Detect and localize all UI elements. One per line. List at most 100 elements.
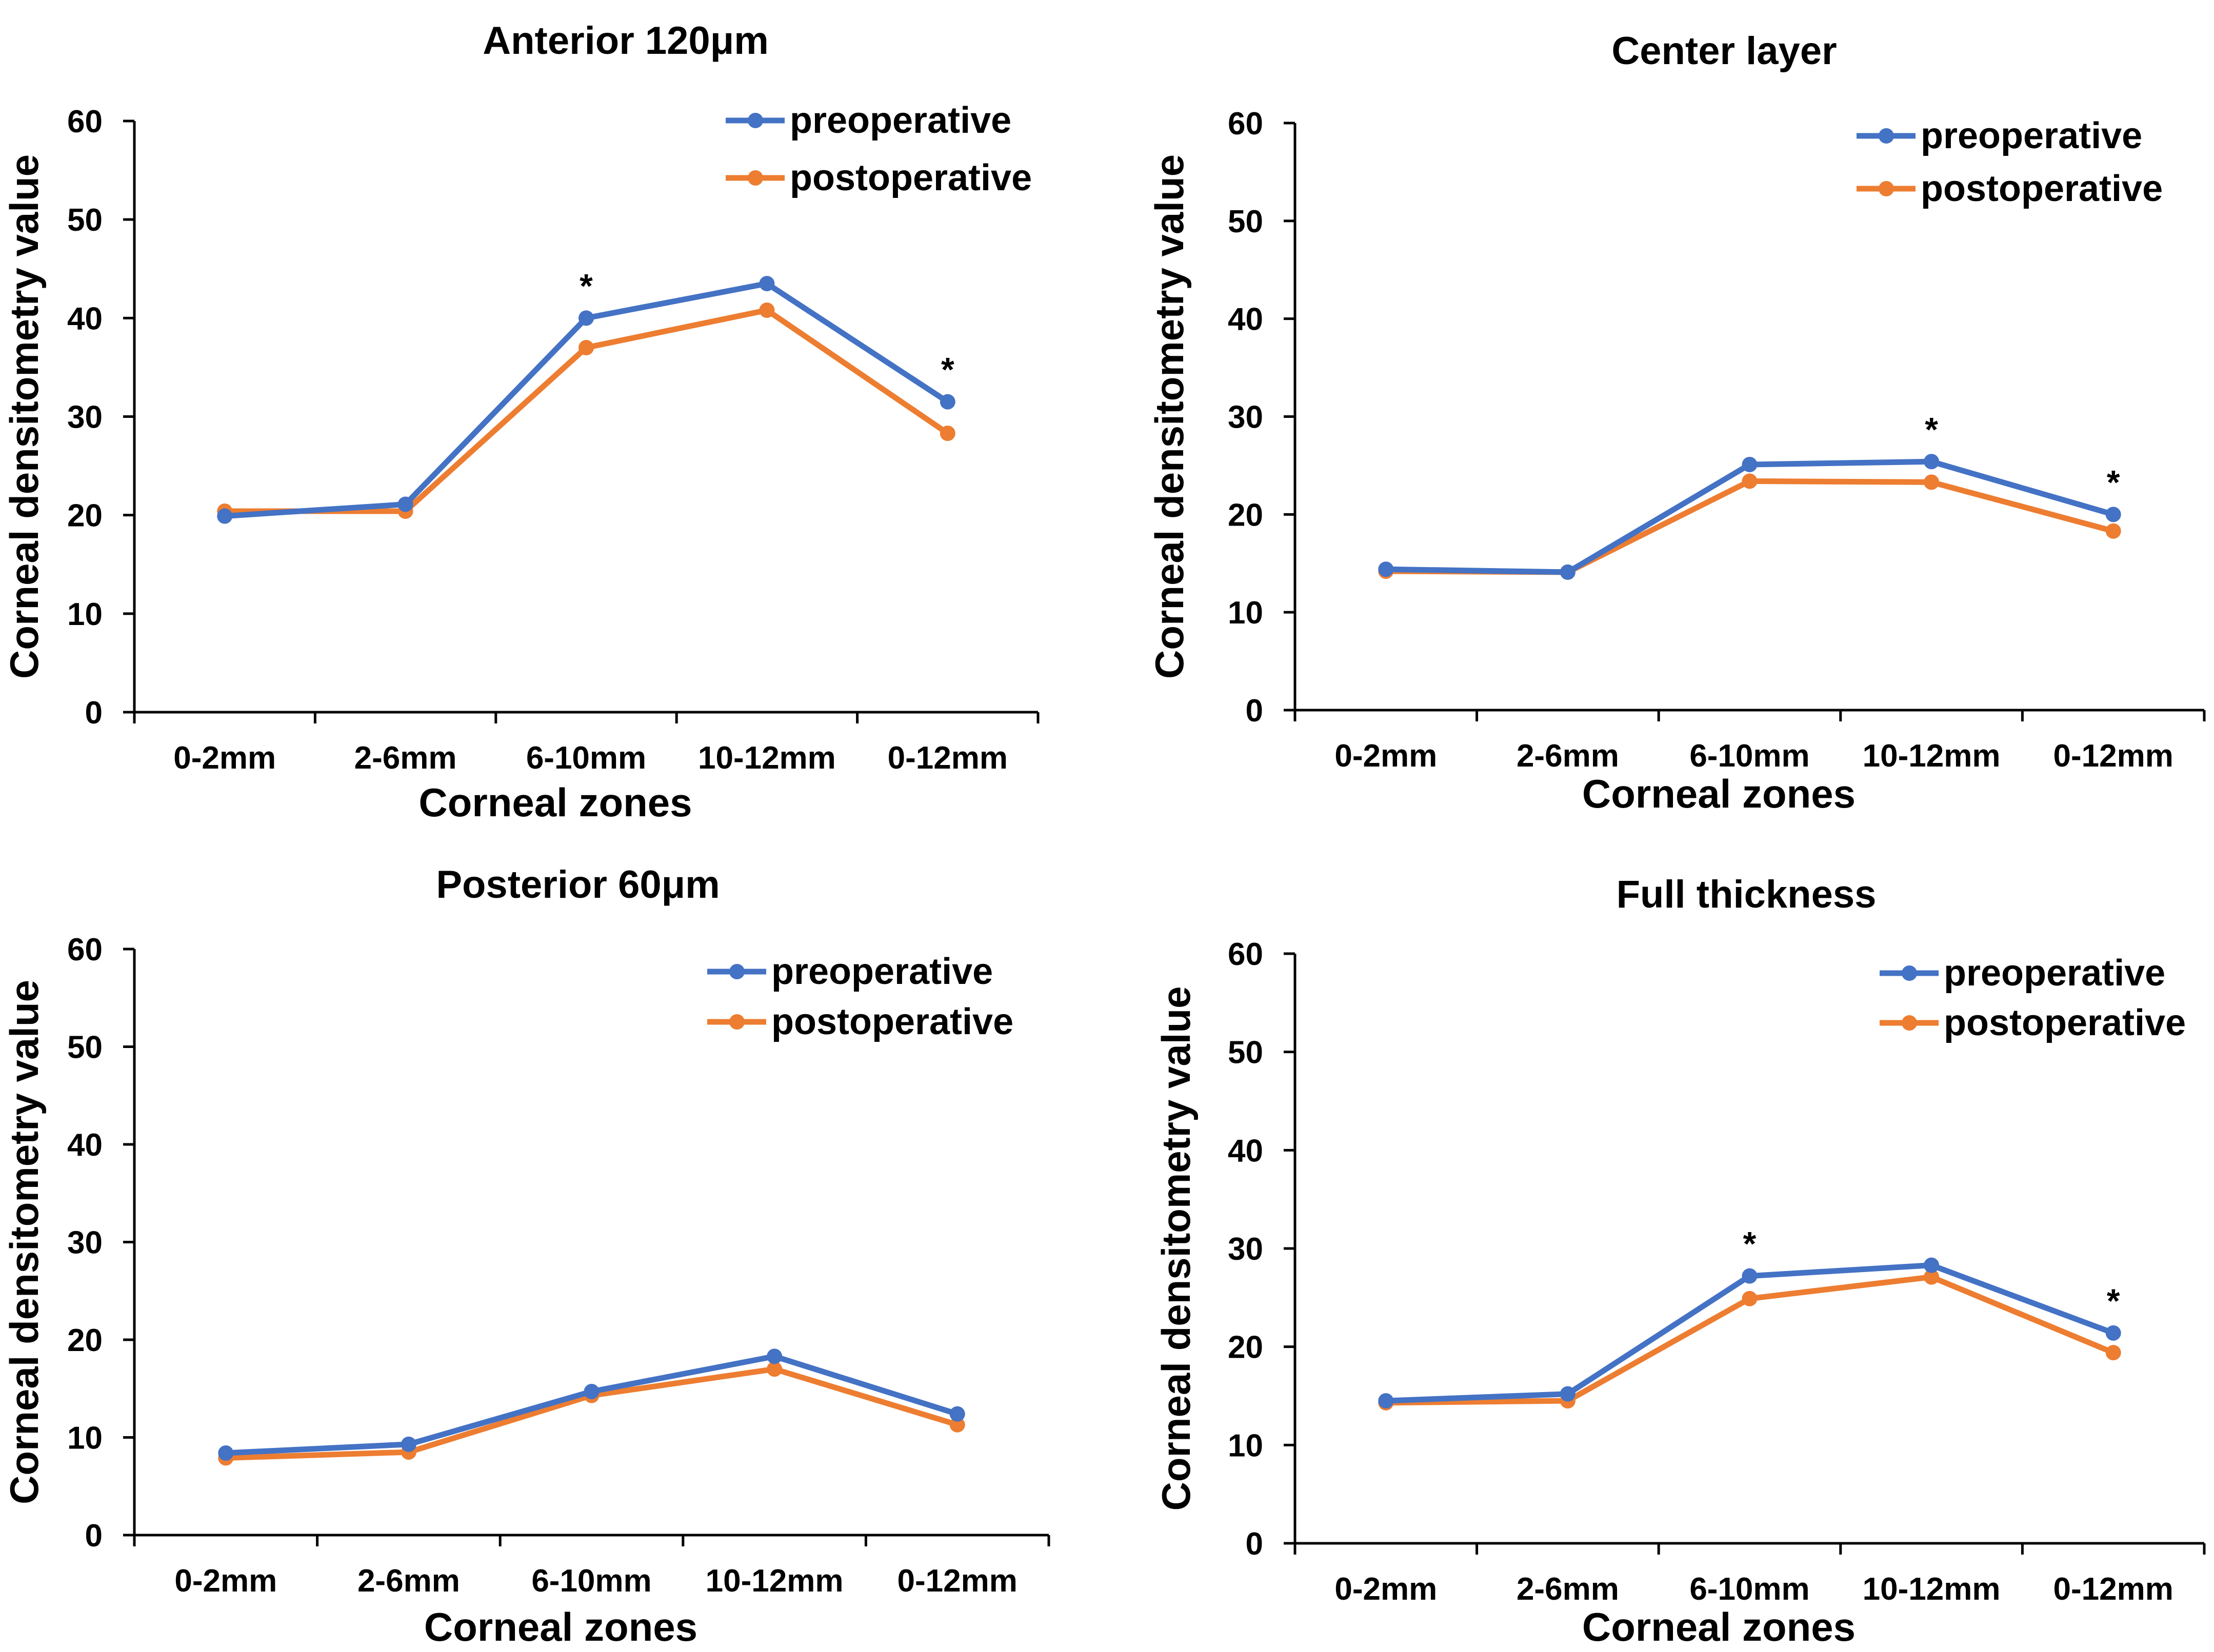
y-tick-label: 0 — [85, 1518, 103, 1554]
y-tick-label: 20 — [1228, 497, 1263, 533]
y-tick-label: 60 — [67, 104, 103, 139]
y-tick-label: 0 — [85, 695, 103, 731]
data-point-preoperative — [1560, 564, 1575, 580]
data-point-postoperative — [759, 302, 775, 318]
legend-marker-postoperative — [1902, 1015, 1917, 1031]
data-point-postoperative — [1742, 1291, 1758, 1306]
y-tick-label: 50 — [1228, 204, 1263, 239]
data-point-preoperative — [579, 310, 594, 326]
legend-marker-preoperative — [748, 113, 763, 128]
x-tick-label: 2-6mm — [357, 1563, 460, 1599]
data-point-preoperative — [940, 394, 955, 410]
data-point-preoperative — [217, 508, 233, 524]
y-tick-label: 10 — [1228, 1428, 1263, 1463]
x-tick-label: 6-10mm — [526, 740, 646, 776]
y-axis-title: Corneal densitometry value — [1147, 154, 1192, 679]
y-tick-label: 20 — [67, 1323, 103, 1358]
legend-label-postoperative: postoperative — [790, 157, 1032, 198]
data-point-postoperative — [579, 339, 594, 355]
data-point-preoperative — [584, 1383, 600, 1399]
data-point-preoperative — [401, 1436, 416, 1452]
data-point-postoperative — [1924, 1269, 1940, 1285]
chart-title: Full thickness — [1617, 873, 1877, 916]
data-point-postoperative — [940, 426, 955, 441]
data-point-postoperative — [1924, 474, 1940, 490]
y-axis-title: Corneal densitometry value — [2, 154, 47, 679]
series-line-preoperative — [1386, 1262, 2115, 1404]
significance-marker: * — [2107, 1282, 2120, 1320]
x-tick-label: 10-12mm — [706, 1563, 844, 1599]
significance-marker: * — [1743, 1225, 1757, 1263]
y-tick-label: 40 — [67, 301, 103, 336]
x-tick-label: 0-2mm — [1334, 738, 1437, 774]
series-line-preoperative — [226, 1353, 959, 1456]
x-tick-label: 0-12mm — [2053, 1572, 2173, 1607]
y-tick-label: 60 — [67, 932, 103, 968]
y-axis-title: Corneal densitometry value — [1153, 986, 1199, 1511]
chart-panel-4: Full thickness 0 10 20 30 40 50 60 0-2mm 2-6mm 6-1… — [1153, 873, 2206, 1649]
x-tick-label: 6-10mm — [1689, 738, 1809, 774]
data-point-preoperative — [1924, 1257, 1940, 1273]
significance-marker: * — [941, 351, 954, 389]
legend-label-preoperative: preoperative — [771, 951, 993, 992]
x-tick-label: 0-12mm — [888, 740, 1008, 776]
significance-marker: * — [1925, 410, 1938, 448]
data-point-preoperative — [1378, 1393, 1394, 1409]
x-tick-label: 0-12mm — [897, 1563, 1018, 1599]
x-tick-label: 2-6mm — [1517, 1572, 1619, 1607]
x-tick-label: 0-2mm — [173, 740, 276, 776]
data-point-postoperative — [767, 1361, 783, 1377]
chart-title: Anterior 120μm — [483, 19, 769, 63]
y-tick-label: 50 — [1228, 1035, 1263, 1071]
legend-label-preoperative: preoperative — [1944, 953, 2165, 994]
y-tick-label: 60 — [1228, 937, 1263, 972]
data-point-preoperative — [1378, 561, 1394, 577]
x-tick-label: 0-2mm — [174, 1563, 277, 1599]
legend-label-postoperative: postoperative — [771, 1001, 1013, 1042]
data-point-preoperative — [1924, 454, 1940, 470]
chart-panel-1: Anterior 120μm 0 10 20 30 40 50 60 0-2mm 2-6mm 6-1… — [2, 19, 1040, 825]
data-point-preoperative — [1742, 1268, 1758, 1284]
y-tick-label: 20 — [67, 498, 103, 534]
x-axis-title: Corneal zones — [418, 780, 692, 825]
y-tick-label: 30 — [1228, 1232, 1263, 1267]
y-tick-label: 40 — [67, 1127, 103, 1163]
x-axis-title: Corneal zones — [424, 1604, 697, 1649]
y-tick-label: 30 — [67, 400, 103, 435]
x-tick-label: 10-12mm — [1863, 1572, 2001, 1607]
chart-panel-3: Posterior 60μm 0 10 20 30 40 50 60 0-2mm 2-6mm 6-1… — [2, 863, 1050, 1649]
data-point-postoperative — [1742, 473, 1758, 489]
y-tick-label: 50 — [67, 1030, 103, 1065]
x-tick-label: 0-12mm — [2053, 738, 2173, 774]
x-tick-label: 2-6mm — [354, 740, 457, 776]
x-tick-label: 6-10mm — [531, 1563, 651, 1599]
data-point-preoperative — [2105, 1325, 2121, 1341]
x-tick-label: 10-12mm — [698, 740, 836, 776]
y-tick-label: 0 — [1246, 693, 1263, 729]
x-tick-label: 10-12mm — [1863, 738, 2001, 774]
legend-marker-postoperative — [729, 1014, 745, 1030]
x-tick-label: 0-2mm — [1334, 1572, 1437, 1607]
y-tick-label: 40 — [1228, 302, 1263, 337]
chart-title: Center layer — [1611, 29, 1837, 73]
y-tick-label: 20 — [1228, 1330, 1263, 1365]
chart-title: Posterior 60μm — [436, 863, 720, 906]
data-point-postoperative — [949, 1417, 965, 1433]
y-tick-label: 40 — [1228, 1133, 1263, 1169]
data-point-postoperative — [2105, 523, 2121, 539]
y-tick-label: 10 — [1228, 595, 1263, 631]
legend-marker-preoperative — [729, 964, 745, 979]
data-point-preoperative — [2105, 507, 2121, 522]
data-point-preoperative — [949, 1406, 965, 1422]
y-tick-label: 10 — [67, 597, 103, 632]
data-point-preoperative — [1560, 1386, 1575, 1402]
significance-marker: * — [2107, 463, 2120, 501]
y-tick-label: 10 — [67, 1421, 103, 1456]
legend-marker-postoperative — [1879, 181, 1894, 196]
legend-label-preoperative: preoperative — [1921, 115, 2142, 156]
y-axis-title: Corneal densitometry value — [2, 980, 47, 1504]
x-tick-label: 6-10mm — [1689, 1572, 1809, 1607]
data-point-preoperative — [767, 1348, 783, 1364]
chart-panel-2: Center layer 0 10 20 30 40 50 60 0-2mm 2-6mm 6-10m… — [1147, 29, 2206, 816]
